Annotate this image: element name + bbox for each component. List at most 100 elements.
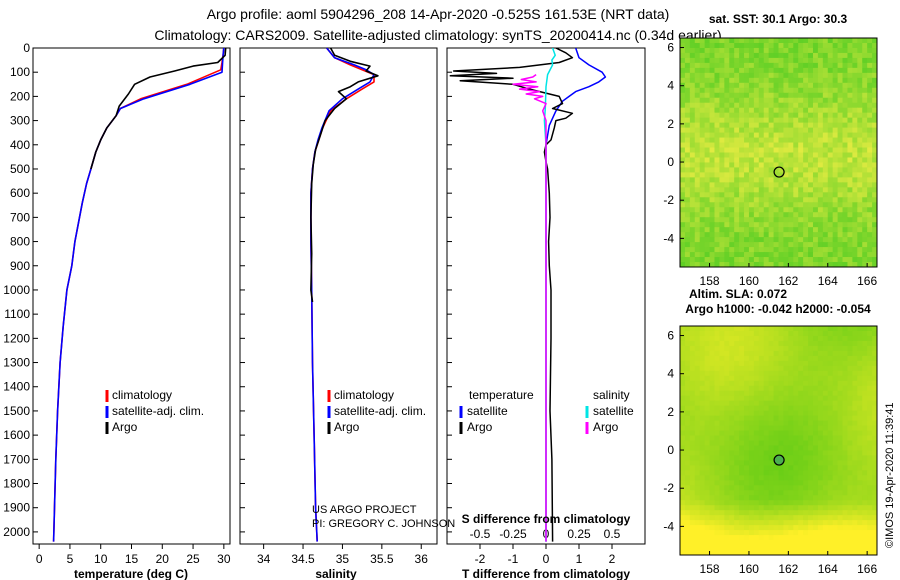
heatmap-cell	[872, 82, 877, 89]
heatmap-cell	[699, 142, 706, 149]
heatmap-cell	[842, 87, 849, 94]
heatmap-cell	[739, 177, 745, 183]
heatmap-cell	[817, 400, 824, 407]
heatmap-cell	[699, 172, 706, 178]
heatmap-cell	[748, 385, 755, 392]
heatmap-cell	[872, 122, 877, 129]
heatmap-cell	[857, 137, 863, 144]
heatmap-cell	[714, 385, 720, 392]
heatmap-cell	[832, 117, 839, 124]
heatmap-cell	[739, 385, 745, 392]
heatmap-cell	[817, 470, 824, 476]
heatmap-cell	[852, 167, 858, 174]
heatmap-cell	[808, 152, 814, 159]
heatmap-cell	[744, 360, 750, 367]
heatmap-cell	[847, 232, 853, 238]
heatmap-cell	[778, 162, 785, 169]
heatmap-cell	[857, 172, 863, 178]
heatmap-cell	[734, 42, 740, 49]
heatmap-cell	[822, 340, 829, 347]
heatmap-cell	[837, 157, 844, 164]
heatmap-cell	[842, 242, 849, 248]
heatmap-cell	[837, 147, 844, 154]
heatmap-cell	[842, 465, 849, 471]
heatmap-cell	[729, 440, 735, 447]
heatmap-cell	[842, 490, 849, 496]
heatmap-cell	[872, 335, 877, 342]
heatmap-cell	[837, 232, 844, 238]
heatmap-cell	[714, 97, 720, 104]
heatmap-cell	[744, 242, 750, 248]
heatmap-cell	[709, 122, 716, 129]
heatmap-cell	[832, 520, 839, 526]
heatmap-cell	[729, 237, 735, 243]
heatmap-cell	[837, 257, 844, 263]
heatmap-cell	[822, 535, 829, 541]
series-line-satellite-adj-clim-	[310, 48, 375, 542]
heatmap-cell	[778, 520, 785, 526]
heatmap-cell	[842, 345, 849, 352]
heatmap-cell	[798, 525, 804, 531]
heatmap-cell	[680, 62, 686, 69]
heatmap-cell	[689, 525, 696, 531]
heatmap-cell	[744, 420, 750, 427]
legend-label-t-argo: Argo	[467, 420, 493, 434]
heatmap-cell	[689, 545, 696, 551]
heatmap-cell	[734, 495, 740, 501]
heatmap-cell	[808, 42, 814, 49]
heatmap-cell	[822, 177, 829, 183]
heatmap-cell	[753, 430, 760, 437]
heatmap-cell	[714, 177, 720, 183]
imos-watermark: ©IMOS 19-Apr-2020 11:39:41	[884, 403, 896, 548]
heatmap-cell	[847, 350, 853, 357]
heatmap-cell	[867, 370, 873, 377]
heatmap-cell	[773, 440, 780, 447]
heatmap-cell	[778, 345, 785, 352]
heatmap-cell	[817, 495, 824, 501]
heatmap-cell	[758, 67, 765, 74]
heatmap-cell	[739, 147, 745, 154]
heatmap-cell	[753, 217, 760, 223]
heatmap-cell	[763, 222, 770, 228]
heatmap-cell	[803, 450, 809, 457]
heatmap-cell	[714, 52, 720, 59]
heatmap-cell	[709, 550, 716, 555]
heatmap-cell	[684, 345, 691, 352]
heatmap-cell	[822, 525, 829, 531]
heatmap-cell	[748, 335, 755, 342]
heatmap-cell	[812, 117, 819, 124]
heatmap-cell	[827, 247, 834, 253]
heatmap-cell	[788, 480, 794, 486]
heatmap-cell	[827, 390, 834, 397]
heatmap-cell	[734, 62, 740, 69]
heatmap-cell	[842, 52, 849, 59]
heatmap-cell	[832, 435, 839, 442]
heatmap-cell	[724, 222, 730, 228]
heatmap-cell	[867, 72, 873, 79]
heatmap-cell	[709, 82, 716, 89]
heatmap-cell	[812, 355, 819, 362]
heatmap-cell	[832, 535, 839, 541]
heatmap-cell	[842, 440, 849, 447]
heatmap-cell	[827, 510, 834, 516]
heatmap-cell	[758, 535, 765, 541]
heatmap-cell	[822, 430, 829, 437]
heatmap-cell	[719, 242, 725, 248]
heatmap-cell	[862, 465, 868, 471]
heatmap-cell	[798, 420, 804, 427]
heatmap-cell	[857, 530, 863, 536]
heatmap-cell	[773, 335, 780, 342]
heatmap-cell	[724, 192, 730, 198]
heatmap-cell	[689, 510, 696, 516]
heatmap-cell	[744, 330, 750, 337]
heatmap-cell	[803, 515, 809, 521]
heatmap-cell	[842, 212, 849, 218]
heatmap-cell	[788, 247, 794, 253]
heatmap-cell	[699, 425, 706, 432]
heatmap-cell	[768, 510, 775, 516]
heatmap-cell	[817, 360, 824, 367]
heatmap-cell	[812, 122, 819, 129]
heatmap-cell	[773, 520, 780, 526]
heatmap-cell	[862, 137, 868, 144]
heatmap-cell	[832, 375, 839, 382]
